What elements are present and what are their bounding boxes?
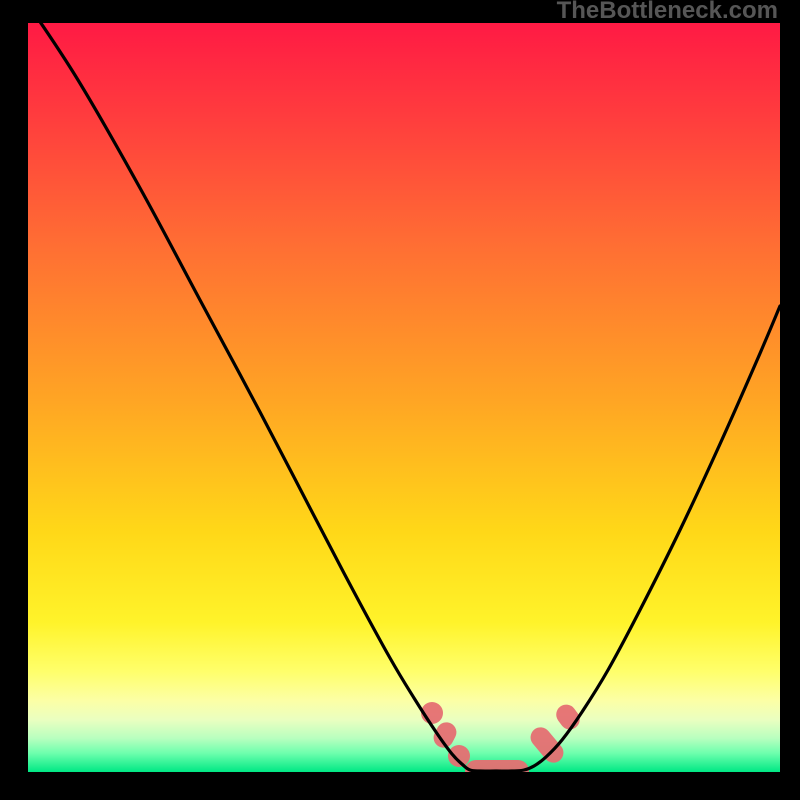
bottleneck-curve [28, 4, 780, 771]
watermark-text: TheBottleneck.com [516, 0, 778, 22]
chart-svg-layer [0, 0, 800, 800]
